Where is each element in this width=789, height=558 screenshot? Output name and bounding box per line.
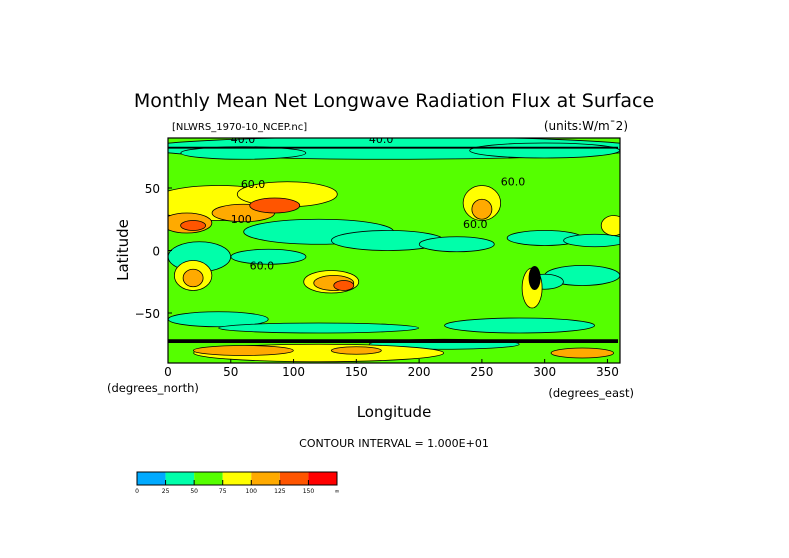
- chart-title: Monthly Mean Net Longwave Radiation Flux…: [134, 90, 654, 112]
- contour-label: 40.0: [369, 133, 394, 146]
- contour-region: [180, 220, 207, 231]
- contour-region: [218, 322, 420, 334]
- colorbar-swatch: [251, 472, 280, 485]
- x-tick-label: 200: [408, 365, 431, 379]
- units-label: (units:W/m¯2): [544, 119, 628, 133]
- contour-label: 60.0: [463, 218, 488, 231]
- contour-field: 40.0 40.0 60.0 60.0 60.0 60.0 100: [168, 133, 620, 363]
- contour-region: [333, 280, 355, 291]
- colorbar-swatch: [222, 472, 252, 485]
- colorbar-swatch: [279, 472, 309, 485]
- colorbar: 0 25 50 75 100 125 150 ∞: [135, 471, 340, 495]
- contour-label: 60.0: [501, 176, 526, 189]
- chart-subtitle: [NLWRS_1970-10_NCEP.nc]: [172, 122, 307, 133]
- colorbar-frame: [136, 471, 338, 486]
- contour-label: 100: [231, 213, 252, 226]
- contour-region: [563, 233, 620, 248]
- x-tick-label: 300: [533, 365, 556, 379]
- contour-region: [600, 215, 620, 236]
- colorbar-label: 50: [190, 488, 198, 495]
- contour-band: [168, 146, 618, 149]
- contour-region: [471, 198, 493, 220]
- contour-label: 60.0: [250, 259, 275, 272]
- colorbar-swatch: [137, 472, 166, 485]
- contour-interval: CONTOUR INTERVAL = 1.000E+01: [299, 437, 489, 450]
- contour-region: [469, 142, 620, 159]
- contour-region: [230, 248, 307, 265]
- x-units-left: (degrees_north): [107, 381, 199, 395]
- contour-region: [249, 197, 301, 214]
- contour-region: [418, 236, 495, 253]
- colorbar-swatch: [165, 472, 195, 485]
- x-tick-label: 250: [470, 365, 493, 379]
- contour-label: 60.0: [241, 178, 265, 191]
- y-axis-ticks: 50 0 −50: [135, 182, 172, 321]
- contour-region: [330, 346, 382, 355]
- contour-band: [168, 339, 618, 343]
- x-tick-label: 0: [164, 365, 172, 379]
- x-units-right: (degrees_east): [548, 386, 634, 400]
- colorbar-label: 125: [274, 488, 286, 495]
- contour-region: [182, 268, 204, 288]
- y-tick-label: 0: [152, 245, 160, 259]
- contour-region: [550, 347, 614, 359]
- x-tick-label: 150: [345, 365, 368, 379]
- contour-label: 40.0: [231, 133, 256, 146]
- x-axis-ticks: 0 50 100 150 200 250 300 350: [164, 359, 619, 379]
- contour-region: [192, 345, 294, 356]
- colorbar-label: 25: [162, 488, 170, 495]
- colorbar-swatch: [308, 472, 337, 485]
- contour-cluster: [528, 266, 541, 290]
- x-tick-label: 350: [596, 365, 619, 379]
- colorbar-label: ∞: [335, 488, 340, 495]
- colorbar-swatch: [194, 472, 223, 485]
- colorbar-label: 150: [303, 488, 315, 495]
- contour-region: [444, 317, 595, 334]
- colorbar-label: 75: [219, 488, 227, 495]
- x-tick-label: 100: [282, 365, 305, 379]
- colorbar-label: 0: [135, 488, 139, 495]
- y-tick-label: −50: [135, 307, 160, 321]
- y-axis-label: Latitude: [114, 219, 132, 281]
- y-tick-label: 50: [145, 182, 160, 196]
- x-tick-label: 50: [223, 365, 238, 379]
- x-axis-label: Longitude: [357, 403, 432, 421]
- colorbar-label: 100: [246, 488, 258, 495]
